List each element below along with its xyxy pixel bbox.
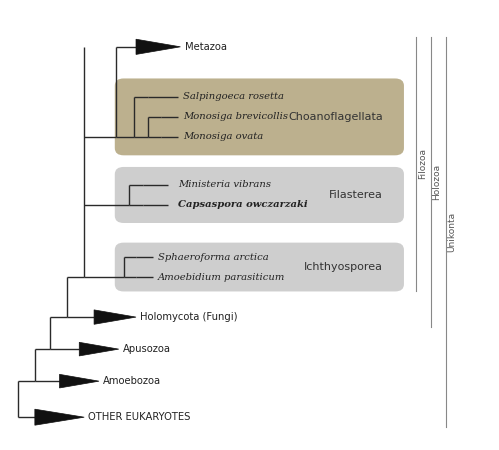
Text: Filozoa: Filozoa <box>418 148 427 180</box>
Text: Capsaspora owczarzaki: Capsaspora owczarzaki <box>178 201 307 210</box>
Polygon shape <box>35 409 84 425</box>
Text: Apusozoa: Apusozoa <box>123 344 171 354</box>
Text: Holozoa: Holozoa <box>433 164 442 200</box>
Text: Holomycota (Fungi): Holomycota (Fungi) <box>140 312 238 322</box>
Text: Monosiga ovata: Monosiga ovata <box>183 132 263 141</box>
FancyBboxPatch shape <box>115 78 404 155</box>
Polygon shape <box>94 310 136 324</box>
FancyBboxPatch shape <box>115 167 404 223</box>
Text: OTHER EUKARYOTES: OTHER EUKARYOTES <box>88 412 191 422</box>
Polygon shape <box>79 342 119 356</box>
FancyBboxPatch shape <box>115 243 404 292</box>
Text: Amoebidium parasiticum: Amoebidium parasiticum <box>158 273 285 282</box>
Text: Choanoflagellata: Choanoflagellata <box>288 112 383 122</box>
Text: Amoebozoa: Amoebozoa <box>103 376 161 386</box>
Polygon shape <box>136 39 181 54</box>
Text: Unikonta: Unikonta <box>447 212 456 252</box>
Text: Filasterea: Filasterea <box>329 190 383 200</box>
Text: Salpingoeca rosetta: Salpingoeca rosetta <box>183 92 284 101</box>
Text: Metazoa: Metazoa <box>185 42 228 52</box>
Text: Ichthyosporea: Ichthyosporea <box>304 262 383 272</box>
Text: Ministeria vibrans: Ministeria vibrans <box>178 180 271 189</box>
Text: Monosiga brevicollis: Monosiga brevicollis <box>183 112 288 122</box>
Text: Sphaeroforma arctica: Sphaeroforma arctica <box>158 252 269 261</box>
Polygon shape <box>59 374 99 388</box>
